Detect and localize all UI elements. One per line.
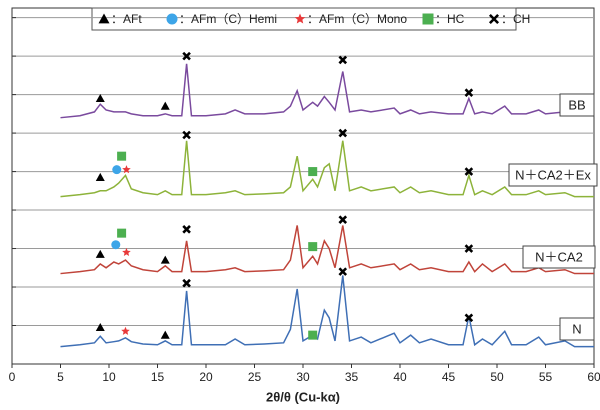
phase-marker [464, 244, 474, 253]
series-line [60, 63, 594, 119]
x-tick-label: 55 [539, 370, 553, 384]
series-label: N [572, 321, 581, 336]
x-tick-label: 5 [57, 370, 64, 384]
plot-frame [11, 7, 595, 365]
phase-marker [182, 51, 191, 61]
legend-marker [422, 13, 434, 25]
phase-marker [121, 326, 130, 335]
phase-marker [464, 88, 474, 97]
phase-marker [182, 278, 191, 288]
legend-label: ：HC [435, 12, 465, 26]
phase-marker [308, 330, 318, 340]
phase-marker [122, 165, 131, 174]
series-label-box [522, 245, 596, 269]
x-axis-label: 2θ/θ (Cu-kα) [266, 389, 340, 404]
series-line [60, 225, 594, 275]
series-label: BB [568, 97, 585, 112]
x-tick-label: 35 [345, 370, 359, 384]
x-tick-label: 10 [102, 370, 116, 384]
legend-marker [98, 13, 110, 24]
x-tick-label: 60 [587, 370, 600, 384]
x-tick-label: 30 [296, 370, 310, 384]
legend-box [91, 7, 517, 31]
phase-marker [111, 240, 121, 250]
phase-marker [464, 313, 474, 323]
legend-label: ：CH [501, 12, 530, 26]
phase-marker [117, 228, 127, 238]
series-line [60, 275, 594, 348]
phase-marker [95, 93, 105, 103]
legend-label: ：AFm（C）Hemi [179, 12, 277, 26]
series-label: N＋CA2 [535, 249, 583, 264]
series-label-box [559, 317, 595, 341]
phase-marker [464, 167, 474, 176]
phase-marker [160, 255, 170, 264]
x-tick-label: 50 [490, 370, 504, 384]
phase-marker [160, 101, 170, 110]
phase-marker [160, 330, 170, 339]
x-tick-label: 20 [199, 370, 213, 384]
legend-marker [488, 13, 500, 25]
phase-marker [95, 249, 105, 258]
phase-marker [182, 130, 191, 140]
legend-label: ：AFt [111, 12, 142, 26]
x-tick-label: 40 [393, 370, 407, 384]
legend-label: ：AFm（C）Mono [307, 12, 407, 26]
legend-marker [294, 13, 306, 24]
phase-marker [95, 172, 105, 181]
phase-marker [338, 128, 348, 138]
phase-marker [117, 151, 127, 161]
phase-marker [112, 165, 122, 175]
series-label-box [559, 93, 595, 117]
phase-marker [338, 215, 348, 224]
x-tick-label: 15 [151, 370, 165, 384]
phase-marker [95, 322, 105, 332]
series-label-box [508, 163, 598, 187]
series-label: N＋CA2＋Ex [515, 167, 591, 182]
series-line [60, 140, 594, 198]
legend-marker [166, 13, 178, 25]
phase-marker [182, 225, 191, 234]
phase-marker [338, 267, 348, 276]
x-tick-label: 25 [248, 370, 262, 384]
phase-marker [308, 167, 318, 177]
phase-marker [338, 55, 348, 65]
x-tick-label: 45 [442, 370, 456, 384]
x-tick-label: 0 [9, 370, 16, 384]
phase-marker [122, 247, 131, 257]
phase-marker [308, 242, 318, 252]
